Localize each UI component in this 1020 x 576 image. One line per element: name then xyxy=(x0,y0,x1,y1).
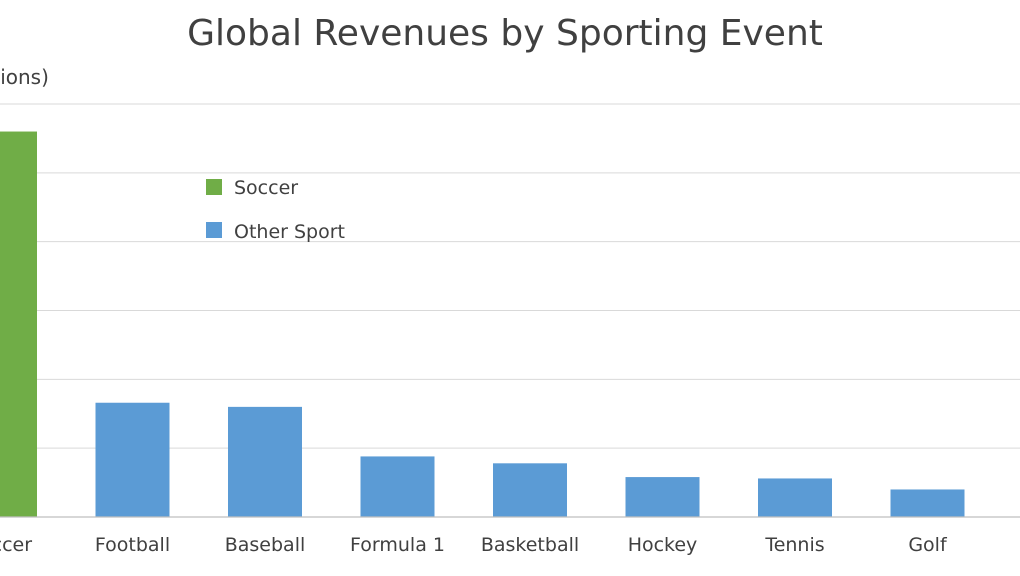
bar-tennis xyxy=(758,478,832,517)
gridlines xyxy=(0,103,1020,449)
legend-label-other-sport: Other Sport xyxy=(234,221,345,243)
y-axis-label: (Billions) xyxy=(0,65,49,89)
x-tick-golf: Golf xyxy=(908,534,948,556)
bar-formula-1 xyxy=(360,456,435,517)
x-tick-labels: Soccer Football Baseball Formula 1 Basketbal… xyxy=(0,534,948,556)
bar-hockey xyxy=(625,477,700,517)
bar-baseball xyxy=(228,406,302,517)
chart-title: Global Revenues by Sporting Event xyxy=(187,13,823,54)
bars xyxy=(0,131,965,518)
bar-basketball xyxy=(493,463,567,517)
x-tick-hockey: Hockey xyxy=(628,534,698,556)
bar-football xyxy=(95,402,170,517)
legend-swatch-other-sport xyxy=(206,222,222,238)
x-tick-tennis: Tennis xyxy=(764,534,824,556)
x-tick-formula-1: Formula 1 xyxy=(350,534,445,556)
legend-label-soccer: Soccer xyxy=(234,177,298,199)
x-tick-basketball: Basketball xyxy=(481,534,579,556)
bar-soccer xyxy=(0,131,37,518)
legend-swatch-soccer xyxy=(206,179,222,195)
x-tick-baseball: Baseball xyxy=(225,534,306,556)
x-tick-football: Football xyxy=(95,534,170,556)
legend: Soccer Other Sport xyxy=(206,177,345,243)
bar-golf xyxy=(890,489,965,517)
x-tick-soccer: Soccer xyxy=(0,534,32,556)
